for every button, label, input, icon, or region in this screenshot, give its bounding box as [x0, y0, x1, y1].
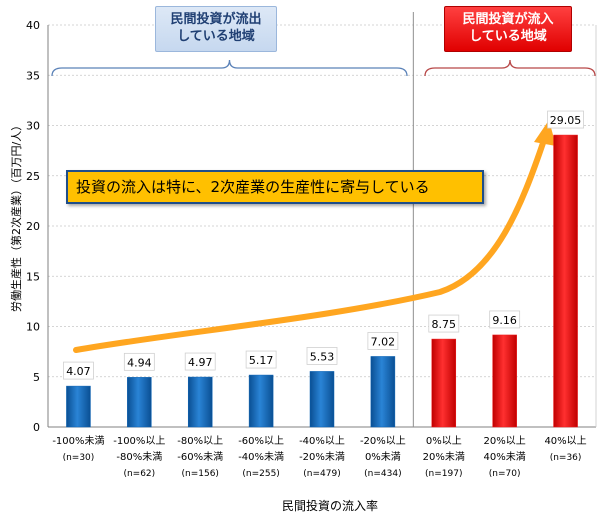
y-tick-labels: 0 5 10 15 20 25 30 35 40: [26, 19, 40, 434]
x-tick-label: 40%未満: [484, 451, 526, 463]
value-label-box: [123, 352, 155, 371]
value-label-box: [63, 361, 94, 380]
bars: [66, 134, 578, 428]
trend-arrow: [73, 120, 556, 353]
conclusion-banner: 投資の流入は特に、2次産業の生産性に寄与している: [66, 170, 484, 204]
brace: [424, 59, 596, 77]
value-label-box: [428, 314, 460, 333]
x-tick-label: 40%以上: [544, 435, 586, 447]
x-tick-label: -40%以上: [299, 435, 345, 447]
bar: [370, 356, 396, 428]
y-tick-label: 5: [33, 371, 40, 384]
value-label: 5.17: [249, 354, 274, 367]
brace: [51, 59, 408, 77]
x-axis-label: 民間投資の流入率: [281, 499, 378, 513]
inflow-callout-line1: 民間投資が流入: [462, 12, 554, 27]
inflow-callout: 民間投資が流入 している地域: [444, 6, 572, 52]
x-tick-label: -60%未満: [177, 451, 223, 463]
x-tick-label: (n=197): [425, 469, 462, 479]
x-tick-labels: -100%未満 (n=30) -100%以上 -80%未満 (n=62) -80%以上 -6…: [52, 435, 586, 479]
x-tick-label: (n=36): [550, 453, 582, 463]
x-tick-label: (n=255): [242, 469, 279, 479]
x-tick-label: -60%以上: [238, 435, 284, 447]
value-label-box: [306, 347, 338, 365]
value-label: 29.05: [550, 114, 582, 127]
bar: [248, 374, 274, 428]
braces: [51, 59, 596, 77]
value-label-box: [547, 110, 584, 129]
x-tick-label: (n=434): [364, 469, 401, 479]
x-tick-label: -20%未満: [299, 451, 345, 463]
x-tick-label: (n=30): [63, 453, 95, 463]
value-label: 7.02: [371, 335, 396, 348]
value-label: 5.53: [310, 350, 335, 363]
x-tick-label: (n=62): [123, 469, 155, 479]
outflow-callout-line1: 民間投資が流出: [170, 12, 262, 27]
x-tick-label: -100%未満: [52, 435, 104, 447]
bar: [431, 338, 457, 428]
y-tick-label: 10: [26, 321, 40, 334]
value-label: 9.16: [492, 314, 517, 327]
x-tick-label: 0%以上: [426, 435, 462, 447]
value-label-box: [367, 332, 399, 350]
y-tick-label: 35: [26, 69, 40, 82]
bar: [553, 134, 578, 428]
y-tick-label: 30: [26, 120, 40, 133]
value-label: 8.75: [432, 318, 457, 331]
x-tick-label: -100%以上: [113, 435, 165, 447]
bar: [492, 334, 517, 428]
bar: [187, 376, 213, 428]
y-tick-label: 20: [26, 220, 40, 233]
value-labels: 4.07 4.94 4.97 5.17 5.53 7.02 8.75 9.16 29.05: [63, 110, 584, 380]
value-label: 4.97: [188, 356, 213, 369]
inflow-callout-line2: している地域: [469, 29, 547, 44]
y-tick-label: 15: [26, 270, 40, 283]
y-tick-label: 25: [26, 170, 40, 183]
y-tick-label: 40: [26, 19, 40, 32]
x-tick-label: -80%未満: [116, 451, 162, 463]
x-tick-label: 0%未満: [365, 451, 401, 463]
value-label-box: [184, 352, 216, 371]
x-tick-label: 20%以上: [484, 435, 526, 447]
x-tick-label: -80%以上: [177, 435, 223, 447]
value-label-box: [245, 350, 277, 369]
outflow-callout: 民間投資が流出 している地域: [155, 6, 277, 52]
x-tick-label: -20%以上: [360, 435, 406, 447]
y-axis-label: 労働生産性（第2次産業）（百万円/人）: [10, 119, 23, 312]
value-label: 4.94: [127, 356, 152, 369]
y-tick-label: 0: [33, 421, 40, 434]
x-tick-label: (n=70): [489, 469, 521, 479]
bar: [309, 371, 335, 428]
bar: [127, 377, 152, 428]
x-tick-label: (n=156): [181, 469, 218, 479]
outflow-callout-line2: している地域: [177, 29, 255, 44]
bar: [66, 385, 91, 428]
trend-curve: [73, 137, 547, 353]
value-label: 4.07: [66, 365, 91, 378]
x-tick-label: (n=479): [303, 469, 340, 479]
x-tick-label: 20%未満: [423, 451, 465, 463]
x-tick-label: -40%未満: [238, 451, 284, 463]
value-label-box: [489, 310, 521, 329]
